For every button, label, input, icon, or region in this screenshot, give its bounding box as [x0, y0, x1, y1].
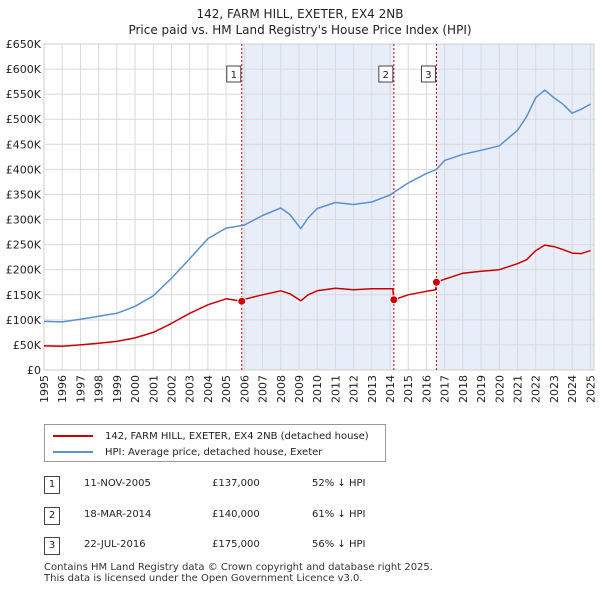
- y-tick-label: £350K: [6, 188, 42, 201]
- x-tick-label: 2023: [548, 375, 561, 403]
- y-tick-label: £550K: [6, 88, 42, 101]
- y-tick-label: £200K: [6, 264, 42, 277]
- footer-attribution: Contains HM Land Registry data © Crown c…: [44, 562, 433, 584]
- sale-date: 22-JUL-2016: [84, 539, 146, 550]
- x-tick-label: 1997: [74, 375, 87, 403]
- x-tick-label: 2012: [348, 375, 361, 403]
- x-tick-label: 2019: [475, 375, 488, 403]
- sale-label-text: 1: [231, 70, 237, 81]
- x-tick-label: 2014: [384, 375, 397, 403]
- y-tick-label: £450K: [6, 138, 42, 151]
- x-tick-label: 2016: [420, 375, 433, 403]
- x-tick-label: 2020: [493, 375, 506, 403]
- x-tick-label: 2005: [220, 375, 233, 403]
- x-tick-label: 2011: [329, 375, 342, 403]
- legend-label: 142, FARM HILL, EXETER, EX4 2NB (detache…: [105, 430, 369, 442]
- legend-label: HPI: Average price, detached house, Exet…: [105, 446, 323, 458]
- sale-hpi-diff: 52% ↓ HPI: [312, 478, 366, 489]
- legend: 142, FARM HILL, EXETER, EX4 2NB (detache…: [44, 424, 386, 462]
- x-tick-label: 2000: [129, 375, 142, 403]
- plot-border: [43, 43, 595, 371]
- x-tick-label: 2018: [457, 375, 470, 403]
- hpi-series-line: [43, 89, 591, 323]
- sale-price: £137,000: [212, 478, 260, 489]
- sale-date: 18-MAR-2014: [84, 509, 152, 520]
- y-tick-label: £0: [27, 364, 41, 377]
- x-tick-label: 2021: [512, 375, 525, 403]
- x-tick-label: 2017: [439, 375, 452, 403]
- sale-price: £140,000: [212, 509, 260, 520]
- x-tick-label: 2025: [584, 375, 597, 403]
- sale-point: [237, 296, 247, 306]
- y-tick-label: £150K: [6, 289, 42, 302]
- x-tick-label: 1999: [111, 375, 124, 403]
- y-tick-label: £500K: [6, 113, 42, 126]
- sale-label-text: 2: [383, 70, 389, 81]
- y-tick-label: £50K: [13, 339, 42, 352]
- x-tick-label: 2002: [165, 375, 178, 403]
- x-tick-label: 2007: [257, 375, 270, 403]
- x-tick-label: 1996: [56, 375, 69, 403]
- x-tick-label: 2015: [402, 375, 415, 403]
- x-tick-label: 2001: [147, 375, 160, 403]
- shaded-span: [241, 44, 394, 370]
- x-tick-label: 2013: [366, 375, 379, 403]
- y-tick-label: £650K: [6, 38, 42, 51]
- x-tick-label: 1995: [38, 375, 51, 403]
- x-tick-label: 2003: [184, 375, 197, 403]
- chart-title: 142, FARM HILL, EXETER, EX4 2NB: [197, 7, 404, 21]
- sale-number-badge: 1: [44, 476, 60, 494]
- sale-label-box: [420, 65, 436, 83]
- sale-hpi-diff: 56% ↓ HPI: [312, 539, 366, 550]
- x-tick-label: 2009: [293, 375, 306, 403]
- sale-number-badge: 2: [44, 507, 60, 525]
- sale-label-text: 3: [425, 70, 431, 81]
- sale-number-badge: 3: [44, 537, 60, 555]
- footer-line: This data is licensed under the Open Gov…: [44, 573, 363, 584]
- sale-row: 2 18-MAR-2014 £140,000 61% ↓ HPI: [40, 507, 400, 527]
- legend-line-icon: [53, 435, 93, 437]
- price-chart: 142, FARM HILL, EXETER, EX4 2NB Price pa…: [6, 7, 598, 403]
- sale-label-box: [226, 65, 242, 83]
- sale-price: £175,000: [212, 539, 260, 550]
- x-tick-label: 2008: [275, 375, 288, 403]
- x-tick-label: 2022: [530, 375, 543, 403]
- price-paid-series-line: [43, 244, 591, 347]
- sale-row: 3 22-JUL-2016 £175,000 56% ↓ HPI: [40, 537, 400, 557]
- sale-date: 11-NOV-2005: [84, 478, 151, 489]
- footer-line: Contains HM Land Registry data © Crown c…: [44, 562, 433, 573]
- sale-point: [431, 277, 441, 287]
- legend-line-icon: [53, 451, 93, 453]
- sale-hpi-diff: 61% ↓ HPI: [312, 509, 366, 520]
- legend-item-property: 142, FARM HILL, EXETER, EX4 2NB (detache…: [53, 428, 369, 444]
- x-tick-label: 2024: [566, 375, 579, 403]
- sale-row: 1 11-NOV-2005 £137,000 52% ↓ HPI: [40, 476, 400, 496]
- y-tick-label: £400K: [6, 163, 42, 176]
- y-tick-label: £100K: [6, 314, 42, 327]
- x-tick-label: 2010: [311, 375, 324, 403]
- sale-point: [389, 295, 399, 305]
- x-tick-label: 2006: [238, 375, 251, 403]
- x-tick-label: 1998: [93, 375, 106, 403]
- chart-subtitle: Price paid vs. HM Land Registry's House …: [128, 23, 471, 37]
- sale-label-box: [378, 65, 394, 83]
- shaded-span: [436, 44, 594, 370]
- y-tick-label: £600K: [6, 63, 42, 76]
- legend-item-hpi: HPI: Average price, detached house, Exet…: [53, 444, 322, 460]
- x-tick-label: 2004: [202, 375, 215, 403]
- y-tick-label: £300K: [6, 214, 42, 227]
- y-tick-label: £250K: [6, 239, 42, 252]
